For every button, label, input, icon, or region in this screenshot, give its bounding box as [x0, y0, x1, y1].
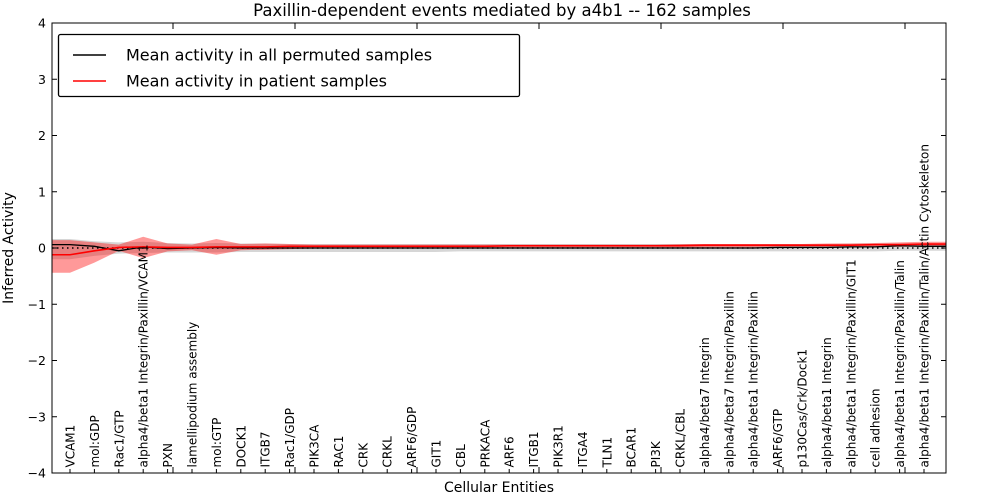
y-tick-label: −3 [28, 409, 46, 424]
x-tick-label: RAC1 [332, 436, 346, 468]
x-tick-label: alpha4/beta1 Integrin/Paxillin/Talin [893, 260, 907, 467]
x-tick-label: p130Cas/Crk/Dock1 [796, 349, 810, 468]
y-tick-label: −4 [28, 466, 46, 481]
confidence-bands [52, 236, 946, 273]
x-tick-label: Rac1/GDP [283, 408, 297, 467]
x-tick-label: TLN1 [600, 437, 614, 469]
axis-ticks [52, 22, 946, 474]
chart-title: Paxillin-dependent events mediated by a4… [253, 1, 751, 20]
y-tick-label: 4 [38, 16, 46, 31]
x-tick-label: ITGB1 [527, 431, 541, 467]
y-tick-label: 1 [38, 184, 46, 199]
x-tick-label: PIK3R1 [552, 425, 566, 467]
y-tick-label: −1 [28, 297, 46, 312]
x-tick-labels: VCAM1 mol:GDP Rac1/GTP alpha4/beta1 Integri… [64, 144, 932, 468]
patient-samples-range [52, 236, 946, 273]
x-tick-label: ITGA4 [576, 431, 590, 467]
x-tick-label: CRKL/CBL [674, 409, 688, 468]
y-tick-label: 3 [38, 72, 46, 87]
x-tick-label: PXN [161, 443, 175, 467]
x-axis-label: Cellular Entities [444, 480, 554, 496]
x-tick-label: alpha4/beta7 Integrin [698, 337, 712, 467]
x-tick-label: PI3K [649, 440, 663, 467]
x-tick-label: BCAR1 [625, 427, 639, 468]
x-tick-label: DOCK1 [234, 425, 248, 468]
y-tick-label: −2 [28, 353, 46, 368]
x-tick-label: cell adhesion [869, 389, 883, 468]
x-tick-label: alpha4/beta1 Integrin/Paxillin [747, 291, 761, 467]
x-tick-label: PIK3CA [308, 424, 322, 468]
x-tick-label: alpha4/beta1 Integrin [820, 337, 834, 467]
x-tick-label: PRKACA [478, 419, 492, 468]
permuted-samples-range [52, 239, 946, 260]
y-tick-label: 2 [38, 128, 46, 143]
x-tick-label: mol:GDP [88, 415, 102, 467]
x-tick-label: lamellipodium assembly [186, 322, 200, 468]
legend-label-patient: Mean activity in patient samples [126, 72, 387, 91]
y-axis-label: Inferred Activity [1, 192, 17, 304]
legend: Mean activity in all permuted samples Me… [57, 33, 521, 98]
legend-label-permuted: Mean activity in all permuted samples [126, 46, 432, 65]
x-tick-label: alpha4/beta1 Integrin/Paxillin/Talin/Act… [918, 144, 932, 467]
patient-mean-line [52, 243, 946, 256]
x-tick-label: VCAM1 [64, 425, 78, 468]
x-tick-label: alpha4/beta1 Integrin/Paxillin/GIT1 [844, 259, 858, 467]
x-tick-label: Rac1/GTP [112, 410, 126, 467]
x-tick-label: alpha4/beta1 Integrin/Paxillin/VCAM1 [137, 244, 151, 467]
y-tick-labels: 4 3 2 1 0 −1 −2 −3 −4 [28, 16, 46, 481]
x-tick-label: mol:GTP [210, 418, 224, 468]
x-tick-label: CRK [356, 442, 370, 468]
x-tick-label: alpha4/beta7 Integrin/Paxillin [722, 291, 736, 467]
data-lines [52, 243, 946, 256]
x-tick-label: ARF6/GTP [771, 409, 785, 468]
x-tick-label: CRKL [381, 436, 395, 468]
legend-box [57, 33, 521, 98]
y-tick-label: 0 [38, 241, 46, 256]
x-tick-label: GIT1 [430, 440, 444, 468]
x-tick-label: ITGB7 [259, 431, 273, 467]
x-tick-label: ARF6 [503, 436, 517, 467]
x-tick-label: ARF6/GDP [405, 407, 419, 468]
x-tick-label: CBL [454, 444, 468, 468]
